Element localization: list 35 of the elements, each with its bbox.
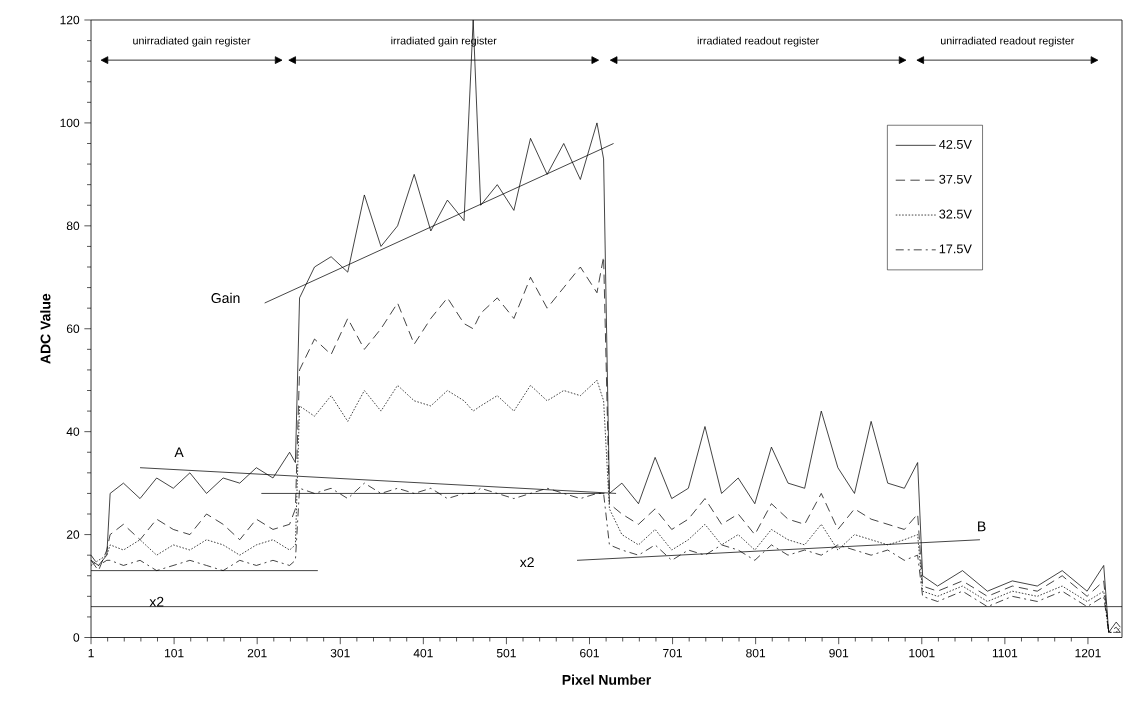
y-tick-label: 20 bbox=[66, 530, 80, 540]
legend-label: 42.5V bbox=[939, 140, 972, 150]
x-tick-label: 201 bbox=[247, 649, 267, 658]
y-axis-title: ADC Value bbox=[40, 294, 51, 365]
annotation: B bbox=[978, 521, 986, 532]
x-tick-label: 1101 bbox=[992, 649, 1018, 658]
legend-label: 17.5V bbox=[939, 244, 972, 254]
x-axis-title: Pixel Number bbox=[562, 674, 652, 686]
annotation: unirradiated gain register bbox=[133, 36, 251, 47]
x-tick-label: 801 bbox=[746, 649, 766, 658]
y-tick-label: 120 bbox=[60, 15, 80, 25]
legend-label: 37.5V bbox=[939, 175, 972, 184]
annotation: unirradiated readout register bbox=[941, 36, 1075, 47]
annotation: Gain bbox=[211, 292, 240, 304]
x-tick-label: 101 bbox=[165, 649, 184, 658]
x-tick-label: 1 bbox=[88, 649, 94, 658]
y-tick-label: 0 bbox=[73, 633, 80, 642]
y-tick-label: 60 bbox=[66, 324, 80, 334]
y-tick-label: 100 bbox=[60, 118, 80, 128]
annotation: x2 bbox=[519, 557, 534, 568]
x-tick-label: 701 bbox=[663, 649, 682, 658]
x-tick-label: 901 bbox=[829, 649, 849, 658]
x-tick-label: 501 bbox=[496, 649, 516, 658]
x-tick-label: 301 bbox=[330, 649, 350, 658]
annotation: irradiated readout register bbox=[697, 36, 819, 47]
y-tick-label: 80 bbox=[66, 221, 80, 231]
legend-label: 32.5V bbox=[939, 209, 972, 219]
y-tick-label: 40 bbox=[66, 427, 80, 437]
x-tick-label: 401 bbox=[413, 649, 433, 658]
annotation: A bbox=[174, 447, 184, 458]
x-tick-label: 1001 bbox=[909, 649, 935, 658]
x-tick-label: 1201 bbox=[1075, 649, 1101, 658]
annotation: irradiated gain register bbox=[391, 36, 497, 47]
x-tick-label: 601 bbox=[580, 649, 599, 658]
annotation: x2 bbox=[149, 597, 164, 607]
